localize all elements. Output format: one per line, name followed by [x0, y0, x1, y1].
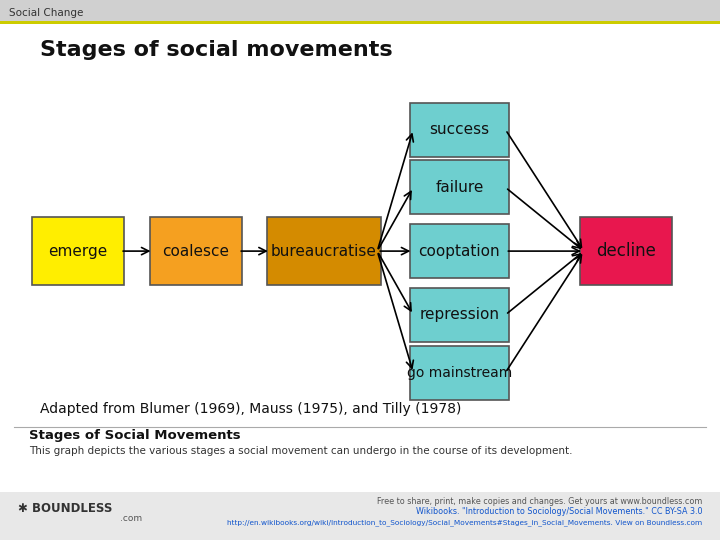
Text: Stages of Social Movements: Stages of Social Movements	[29, 429, 240, 442]
Text: Free to share, print, make copies and changes. Get yours at www.boundless.com: Free to share, print, make copies and ch…	[377, 497, 702, 505]
FancyBboxPatch shape	[267, 217, 381, 285]
Text: decline: decline	[596, 242, 657, 260]
Text: .com: .com	[120, 514, 143, 523]
Bar	[0, 21, 720, 24]
Text: Wikibooks. "Introduction to Sociology/Social Movements." CC BY-SA 3.0: Wikibooks. "Introduction to Sociology/So…	[415, 508, 702, 516]
Text: repression: repression	[419, 307, 500, 322]
Text: Stages of social movements: Stages of social movements	[40, 40, 392, 60]
FancyBboxPatch shape	[410, 346, 509, 400]
Text: emerge: emerge	[48, 244, 107, 259]
FancyBboxPatch shape	[410, 160, 509, 214]
Text: Social Change: Social Change	[9, 8, 83, 18]
Bar	[0, 492, 720, 540]
Text: bureaucratise: bureaucratise	[271, 244, 377, 259]
FancyBboxPatch shape	[580, 217, 672, 285]
FancyBboxPatch shape	[32, 217, 124, 285]
Text: coalesce: coalesce	[162, 244, 230, 259]
Text: cooptation: cooptation	[418, 244, 500, 259]
FancyBboxPatch shape	[410, 103, 509, 157]
Text: Adapted from Blumer (1969), Mauss (1975), and Tilly (1978): Adapted from Blumer (1969), Mauss (1975)…	[40, 402, 461, 416]
FancyBboxPatch shape	[410, 288, 509, 342]
Text: ✱ BOUNDLESS: ✱ BOUNDLESS	[18, 502, 112, 515]
FancyBboxPatch shape	[410, 224, 509, 278]
Text: success: success	[429, 122, 490, 137]
Bar	[0, 0, 720, 24]
Text: http://en.wikibooks.org/wiki/Introduction_to_Sociology/Social_Movements#Stages_i: http://en.wikibooks.org/wiki/Introductio…	[227, 519, 702, 525]
Text: failure: failure	[435, 180, 484, 195]
Text: go mainstream: go mainstream	[407, 366, 512, 380]
Text: This graph depicts the various stages a social movement can undergo in the cours: This graph depicts the various stages a …	[29, 446, 572, 456]
FancyBboxPatch shape	[150, 217, 242, 285]
